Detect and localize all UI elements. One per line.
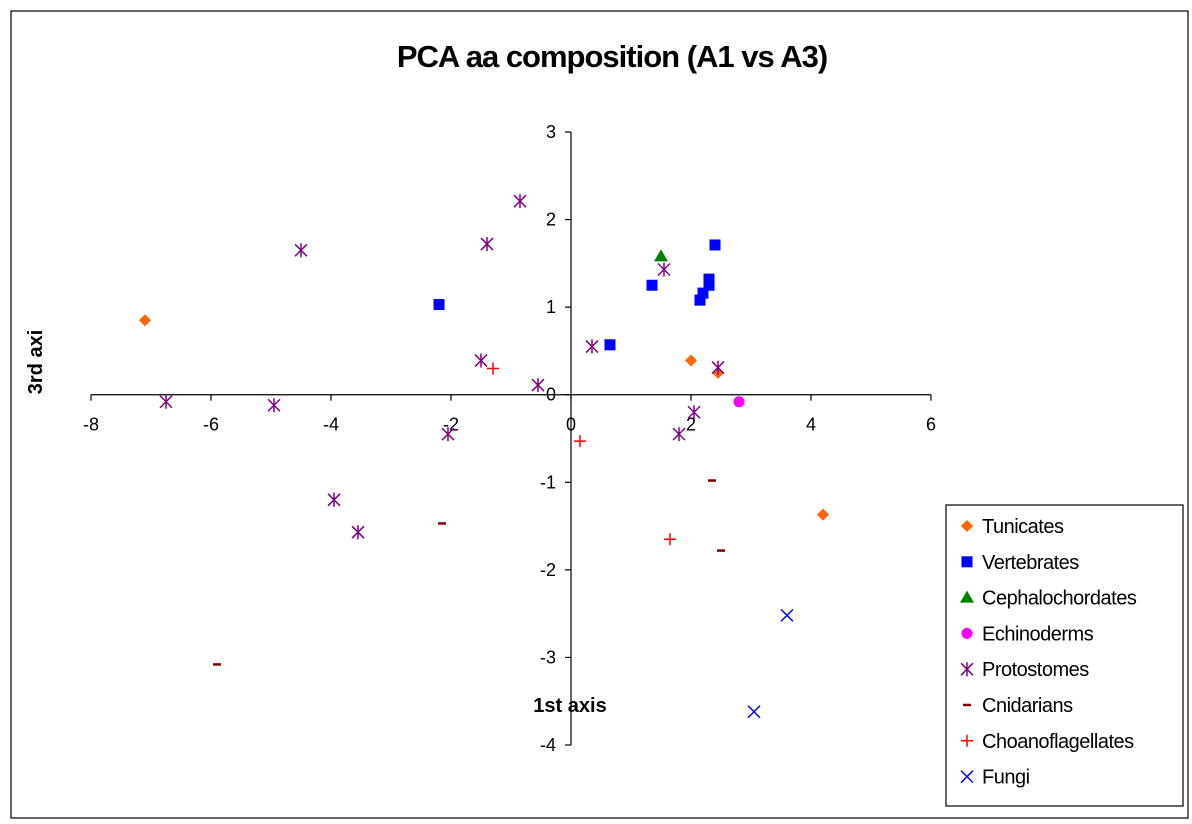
legend-item-vertebrates: Vertebrates [961, 552, 1080, 574]
series-cephalochordates [654, 249, 668, 262]
point-vertebrates [694, 294, 706, 306]
point-fungi [780, 608, 794, 622]
legend-label-fungi: Fungi [982, 767, 1030, 789]
x-tick-label: 0 [566, 415, 576, 435]
legend-marker-tunicates [961, 520, 973, 532]
point-vertebrates [703, 279, 715, 291]
x-tick-label: -6 [203, 415, 219, 435]
point-protostomes [531, 378, 545, 393]
legend-marker-echinoderms [961, 627, 973, 639]
point-vertebrates [646, 279, 658, 291]
y-axis-title: 3rd axi [25, 330, 47, 394]
tick-labels: -8 -6 -4 -2 0 2 4 6 3 2 1 0 -1 -2 -3 -4 [83, 122, 936, 755]
series-protostomes [159, 194, 725, 540]
point-choanoflagellates [487, 362, 499, 375]
point-protostomes [267, 398, 281, 413]
point-tunicates [685, 354, 697, 367]
point-choanoflagellates [664, 533, 676, 546]
y-tick-label: 3 [546, 122, 556, 142]
x-tick-label: 6 [926, 415, 936, 435]
x-tick-label: 4 [806, 415, 816, 435]
point-protostomes [513, 194, 527, 209]
series-fungi [747, 608, 794, 719]
point-protostomes [672, 427, 686, 442]
point-protostomes [327, 492, 341, 507]
point-protostomes [585, 339, 599, 354]
legend-item-tunicates: Tunicates [961, 516, 1064, 538]
y-tick-label: -3 [540, 647, 556, 667]
x-tick-label: 2 [686, 415, 696, 435]
point-vertebrates [709, 239, 721, 251]
point-protostomes [474, 353, 488, 368]
point-echinoderms [733, 396, 745, 408]
series-vertebrates [433, 239, 721, 351]
legend-label-protostomes: Protostomes [982, 659, 1089, 681]
legend-marker-fungi [960, 770, 974, 784]
point-protostomes [159, 394, 173, 409]
legend-item-fungi: Fungi [960, 767, 1030, 789]
y-tick-label: -2 [540, 560, 556, 580]
point-vertebrates [697, 287, 709, 299]
legend-label-echinoderms: Echinoderms [982, 623, 1094, 645]
point-protostomes [294, 243, 308, 258]
legend-item-cephalochordates: Cephalochordates [960, 588, 1137, 610]
legend-marker-cephalochordates [960, 590, 974, 603]
legend-item-echinoderms: Echinoderms [961, 623, 1094, 645]
series-echinoderms [733, 396, 745, 408]
point-cephalochordates [654, 249, 668, 262]
point-vertebrates [703, 273, 715, 285]
series-choanoflagellates [487, 362, 676, 546]
x-axis-title: 1st axis [533, 695, 606, 717]
point-protostomes [711, 360, 725, 375]
legend-label-tunicates: Tunicates [982, 516, 1064, 538]
point-protostomes [687, 405, 701, 420]
legend-label-choanoflagellates: Choanoflagellates [982, 731, 1134, 753]
legend-label-vertebrates: Vertebrates [982, 552, 1079, 574]
x-tick-label: -2 [443, 415, 459, 435]
point-protostomes [441, 427, 455, 442]
y-tick-label: 2 [546, 210, 556, 230]
legend-item-cnidarians: Cnidarians [963, 695, 1074, 717]
legend-item-protostomes: Protostomes [960, 659, 1090, 681]
point-vertebrates [433, 299, 445, 311]
y-tick-label: -4 [540, 735, 556, 755]
legend-label-cephalochordates: Cephalochordates [982, 588, 1137, 610]
legend-marker-vertebrates [961, 556, 973, 568]
y-tick-label: -1 [540, 472, 556, 492]
data-points [139, 194, 829, 719]
legend: Tunicates Vertebrates Cephalochordates Echi… [945, 504, 1184, 807]
y-tick-label: 1 [546, 297, 556, 317]
x-tick-label: -8 [83, 415, 99, 435]
axes [90, 131, 932, 746]
point-tunicates [817, 508, 829, 521]
point-vertebrates [604, 339, 616, 351]
legend-item-choanoflagellates: Choanoflagellates [961, 731, 1135, 753]
point-protostomes [480, 237, 494, 252]
x-tick-label: -4 [323, 415, 339, 435]
legend-box [945, 504, 1184, 807]
legend-label-cnidarians: Cnidarians [982, 695, 1073, 717]
series-cnidarians [213, 479, 725, 666]
point-tunicates [139, 314, 151, 327]
legend-marker-choanoflagellates [961, 734, 973, 747]
chart-title: PCA aa composition (A1 vs A3) [397, 39, 827, 74]
point-protostomes [657, 262, 671, 277]
point-choanoflagellates [574, 435, 586, 448]
y-tick-label: 0 [546, 385, 556, 405]
point-protostomes [351, 525, 365, 540]
point-fungi [747, 705, 761, 719]
legend-marker-protostomes [960, 662, 974, 677]
